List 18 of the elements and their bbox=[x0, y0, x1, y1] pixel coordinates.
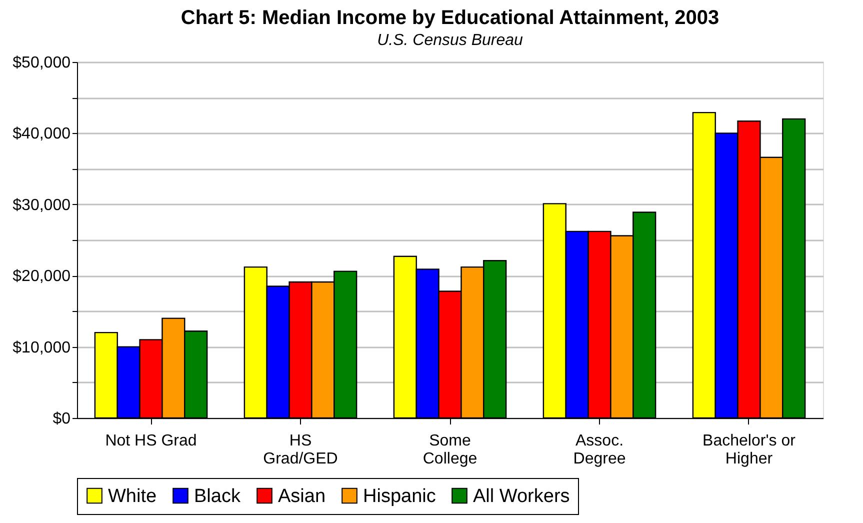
y-tick-label: $30,000 bbox=[12, 196, 71, 214]
x-tick-label: Bachelor's or Higher bbox=[702, 432, 796, 468]
chart-subtitle: U.S. Census Bureau bbox=[377, 32, 524, 49]
x-tick-label: HS Grad/GED bbox=[263, 432, 338, 468]
legend-label: All Workers bbox=[473, 486, 570, 507]
x-tick-label: Assoc. Degree bbox=[573, 432, 626, 468]
legend-label: Black bbox=[194, 486, 241, 507]
y-tick-label: $0 bbox=[52, 410, 71, 428]
y-tick-label: $10,000 bbox=[12, 339, 71, 356]
legend-label: White bbox=[108, 486, 157, 507]
legend-label: Hispanic bbox=[363, 486, 436, 507]
y-tick-label: $50,000 bbox=[12, 54, 71, 72]
legend-label: Asian bbox=[278, 486, 326, 507]
x-tick-label: Not HS Grad bbox=[105, 432, 197, 450]
y-tick-label: $40,000 bbox=[12, 126, 71, 143]
x-tick-label: Some College bbox=[422, 432, 478, 468]
chart-title: Chart 5: Median Income by Educational Attainment, 2003 bbox=[180, 7, 720, 29]
y-tick-label: $20,000 bbox=[12, 268, 71, 286]
